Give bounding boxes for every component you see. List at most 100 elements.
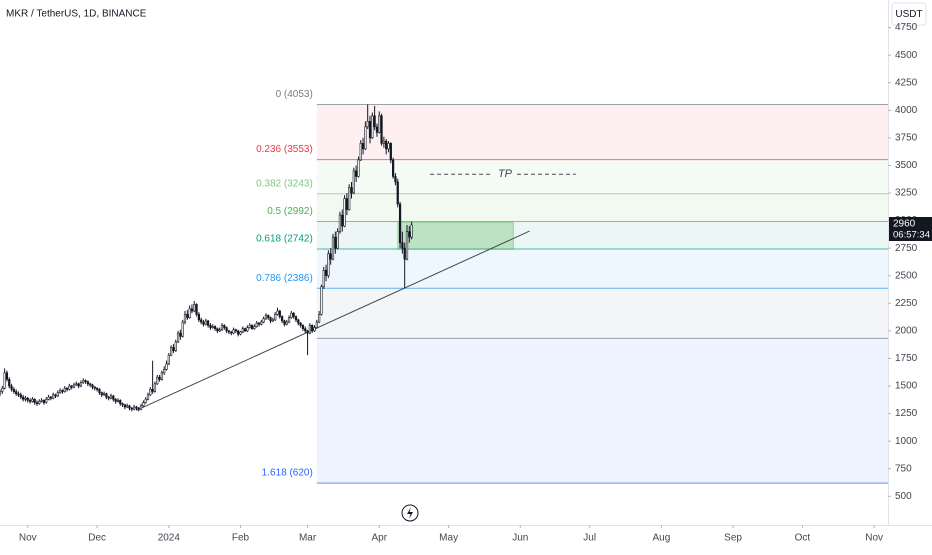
candle-body — [329, 253, 332, 260]
candle-body — [35, 402, 39, 404]
candle-body — [12, 389, 15, 392]
candle-body — [290, 312, 293, 318]
currency-badge[interactable] — [891, 2, 927, 26]
candle-body — [322, 269, 325, 288]
candle-body — [313, 327, 316, 332]
y-tick-label: 4500 — [895, 50, 918, 61]
candle-body — [84, 380, 87, 382]
candle-body — [38, 401, 41, 404]
candle-body — [61, 390, 64, 392]
candle-body — [160, 372, 163, 380]
candle-body — [255, 322, 258, 327]
fib-band — [316, 249, 888, 289]
candle-body — [28, 400, 32, 402]
y-tick-label: 4000 — [895, 105, 918, 116]
candle-body — [350, 187, 353, 194]
candle-body — [146, 394, 150, 400]
candle-body — [211, 326, 214, 328]
y-tick-label: 2000 — [895, 326, 918, 337]
candle-body — [200, 319, 203, 323]
candle-body — [186, 314, 189, 318]
candle-body — [260, 321, 263, 325]
candle-body — [392, 159, 395, 177]
candle-body — [102, 393, 106, 396]
fib-label: 1.618 (620) — [262, 468, 313, 479]
fib-band — [316, 159, 888, 194]
candle-body — [190, 308, 194, 312]
candle-body — [410, 224, 413, 238]
last-price-tag — [889, 217, 932, 241]
candle-body — [89, 383, 92, 386]
candle-body — [3, 372, 6, 389]
candle-body — [378, 115, 381, 133]
candle-body — [248, 325, 251, 328]
candle-body — [244, 328, 247, 332]
fib-band — [316, 193, 888, 222]
candle-body — [123, 404, 126, 408]
candle-body — [119, 400, 122, 404]
candle-body — [338, 214, 342, 232]
candle-body — [403, 247, 406, 260]
candle-body — [195, 304, 198, 315]
candle-body — [364, 126, 367, 150]
candle-body — [250, 325, 254, 329]
candle-body — [246, 327, 249, 332]
candle-body — [225, 327, 228, 332]
x-tick-label: Mar — [299, 533, 317, 544]
candle-body — [213, 326, 217, 329]
candle-body — [220, 325, 224, 331]
y-tick-label: 1500 — [895, 381, 918, 392]
candle-body — [389, 143, 392, 161]
candle-body — [264, 315, 268, 320]
candle-body — [324, 269, 328, 277]
candle-body — [93, 386, 96, 389]
candle-body — [116, 400, 120, 402]
fib-band — [316, 338, 888, 484]
candle-body — [100, 392, 103, 396]
candle-body — [278, 310, 281, 317]
chart-title: MKR / TetherUS, 1D, BINANCE — [6, 9, 147, 20]
candle-body — [343, 198, 346, 227]
x-tick-label: Jun — [512, 533, 528, 544]
x-tick-label: Nov — [865, 533, 883, 544]
y-tick-label: 1250 — [895, 408, 918, 419]
candle-body — [218, 329, 221, 332]
candle-body — [241, 328, 244, 333]
candle-body — [137, 407, 140, 410]
candle-body — [234, 329, 237, 332]
plot-area: 0 (4053) 0.236 (3553) 0.382 (3243) 0.5 (299… — [0, 89, 888, 484]
candle-body — [274, 314, 277, 321]
candle-body — [133, 406, 136, 410]
candle-body — [207, 320, 210, 326]
y-tick-label: 3500 — [895, 160, 918, 171]
candle-body — [142, 402, 145, 407]
candle-body — [230, 331, 233, 334]
candle-body — [276, 310, 279, 315]
candle-body — [63, 387, 66, 392]
candle-body — [345, 198, 348, 210]
candle-body — [301, 325, 305, 329]
candle-body — [139, 405, 143, 410]
candle-body — [33, 398, 36, 403]
candle-body — [334, 236, 337, 249]
candle-body — [193, 304, 196, 312]
candle-body — [285, 321, 288, 325]
y-tick-label: 2500 — [895, 270, 918, 281]
y-tick-label: 2250 — [895, 298, 918, 309]
candle-body — [130, 407, 133, 410]
candle-body — [10, 385, 13, 390]
candle-body — [15, 391, 18, 395]
fib-label: 0.618 (2742) — [256, 234, 313, 245]
candle-body — [373, 115, 376, 128]
y-tick-label: 2750 — [895, 243, 918, 254]
candle-body — [341, 214, 344, 227]
candle-body — [75, 383, 78, 386]
candle-body — [382, 140, 385, 144]
candle-body — [398, 203, 402, 243]
candle-body — [17, 393, 20, 396]
x-tick-label: Feb — [232, 533, 250, 544]
candle-body — [294, 316, 298, 321]
y-tick-label: 750 — [895, 463, 912, 474]
candle-body — [375, 126, 379, 133]
